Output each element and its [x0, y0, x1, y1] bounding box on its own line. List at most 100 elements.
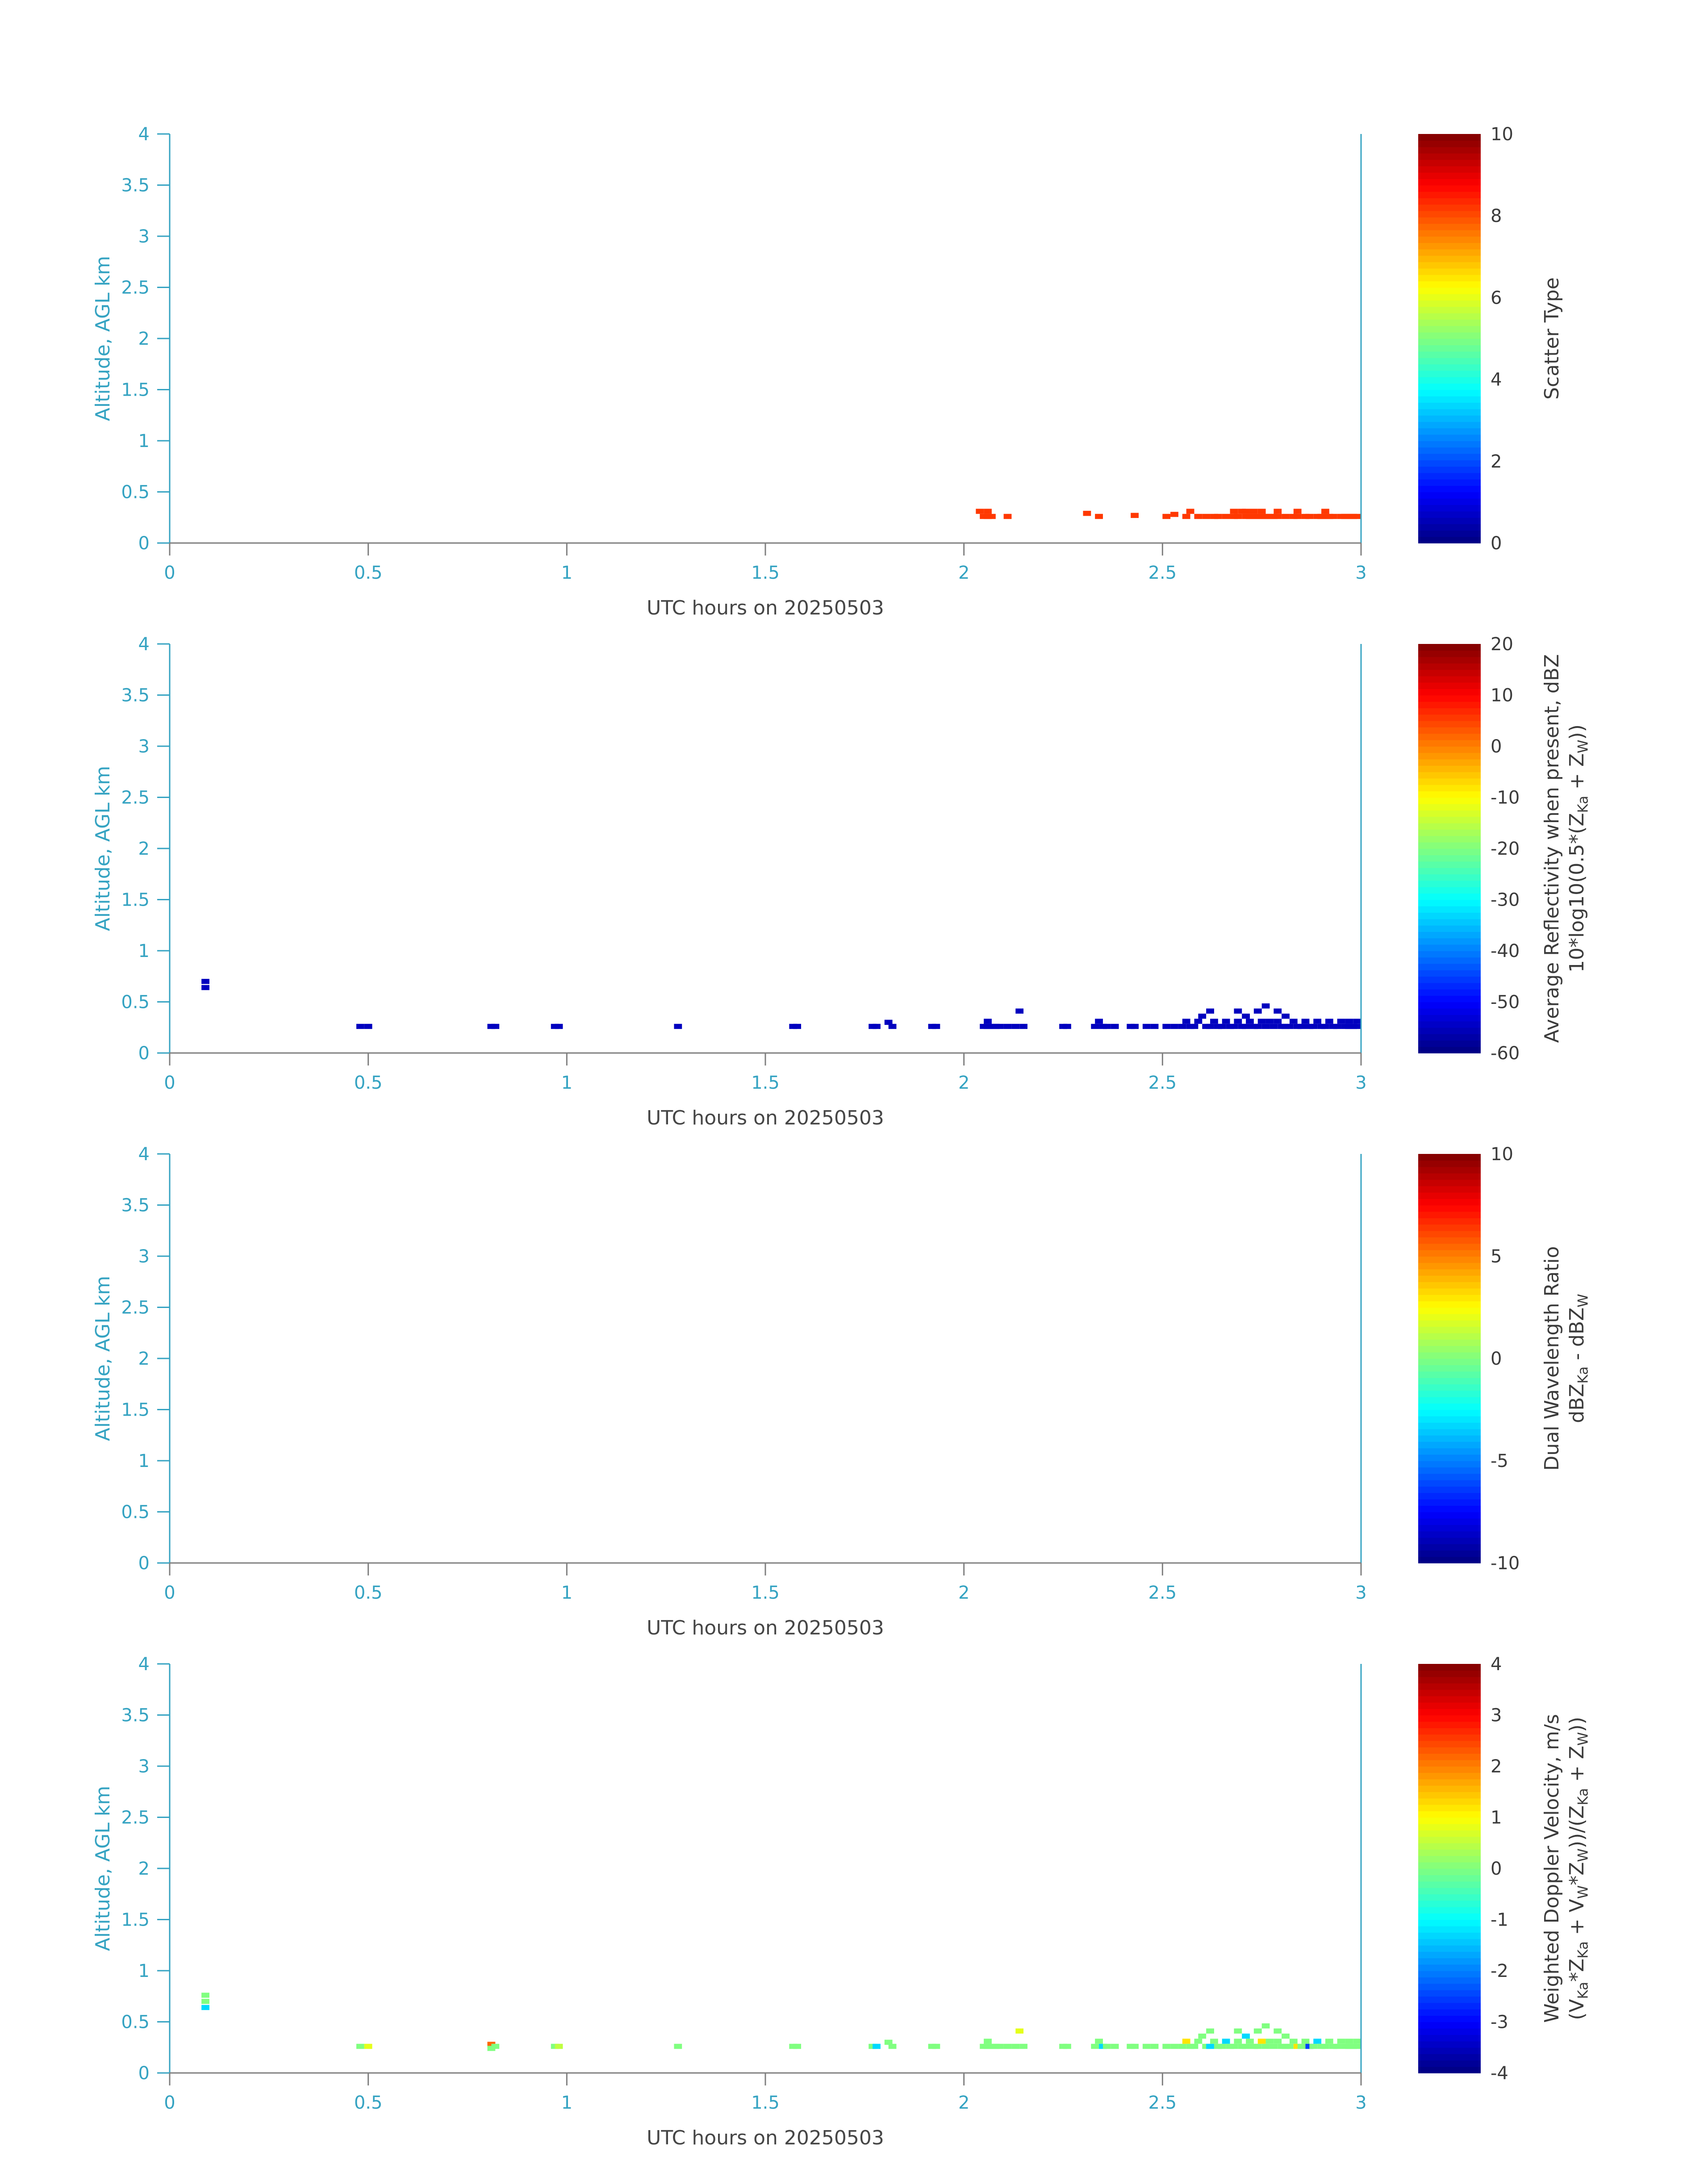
heatmap-cell	[1293, 514, 1302, 519]
colorbar-gradient-step	[1418, 2047, 1481, 2054]
colorbar-gradient-step	[1418, 1429, 1481, 1436]
colorbar-label: Weighted Doppler Velocity, m/s	[1541, 1714, 1563, 2023]
heatmap-cell	[1127, 2043, 1135, 2049]
heatmap-cell	[1293, 509, 1302, 514]
heatmap-cell	[1210, 1019, 1218, 1024]
y-tick-label: 0.5	[121, 482, 150, 503]
colorbar-gradient-step	[1418, 1951, 1481, 1959]
colorbar-gradient-step	[1418, 198, 1481, 205]
y-tick-label: 2	[138, 1349, 150, 1369]
heatmap-cell	[1293, 2043, 1302, 2049]
panel-4: 0 0.5 1 1.5 2 2.5 3 3.5 4 0 0.5 1 1.5 2 2.5 3 UTC hours …	[92, 1654, 1591, 2149]
colorbar-gradient-step	[1418, 249, 1481, 256]
heatmap-cell	[1194, 1019, 1203, 1024]
colorbar-tick-label: 10	[1491, 1144, 1513, 1165]
colorbar-gradient-step	[1418, 855, 1481, 862]
colorbar-gradient-step	[1418, 1046, 1481, 1053]
colorbar-gradient-step	[1418, 1034, 1481, 1041]
colorbar-gradient-step	[1418, 268, 1481, 275]
colorbar-gradient-step	[1418, 210, 1481, 217]
colorbar-gradient-step	[1418, 345, 1481, 352]
heatmap-cell	[1246, 2039, 1254, 2044]
colorbar-gradient-step	[1418, 867, 1481, 875]
colorbar-gradient-step	[1418, 689, 1481, 696]
heatmap-cell	[888, 2043, 897, 2049]
colorbar-gradient-step	[1418, 1467, 1481, 1474]
colorbar-gradient-step	[1418, 886, 1481, 894]
colorbar-gradient-step	[1418, 1294, 1481, 1301]
x-tick-label: 2	[958, 2093, 969, 2113]
heatmap-cell	[1095, 514, 1103, 519]
colorbar-gradient-step	[1418, 2041, 1481, 2048]
heatmap-cell	[1190, 2043, 1199, 2049]
heatmap-cell	[988, 514, 996, 519]
heatmap-cell	[1230, 2043, 1238, 2049]
colorbar-gradient-step	[1418, 656, 1481, 664]
colorbar-gradient-step	[1418, 274, 1481, 281]
heatmap-cell	[976, 509, 984, 514]
colorbar-gradient-step	[1418, 1486, 1481, 1493]
x-axis-label: UTC hours on 20250503	[647, 1107, 884, 1129]
y-tick-label: 0.5	[121, 992, 150, 1013]
heatmap-cell	[555, 1024, 563, 1029]
colorbar-gradient-step	[1418, 969, 1481, 977]
y-tick-label: 1.5	[121, 1910, 150, 1930]
heatmap-cell	[1253, 2043, 1262, 2049]
heatmap-cell	[1261, 2023, 1270, 2029]
heatmap-cell	[1313, 1019, 1322, 1024]
colorbar-gradient-step	[1418, 396, 1481, 403]
colorbar-gradient-step	[1418, 803, 1481, 811]
y-tick-label: 0.5	[121, 2012, 150, 2033]
heatmap-cell	[1274, 514, 1282, 519]
colorbar-gradient-step	[1418, 370, 1481, 377]
colorbar-gradient-step	[1418, 1166, 1481, 1174]
heatmap-cell	[1289, 2039, 1298, 2044]
heatmap-cell	[1321, 509, 1329, 514]
heatmap-cell	[1127, 1024, 1135, 1029]
colorbar-gradient-step	[1418, 932, 1481, 939]
colorbar-gradient-step	[1418, 1550, 1481, 1557]
x-tick-label: 2	[958, 1583, 969, 1603]
heatmap-cell	[1230, 1024, 1238, 1029]
panel-2: 0 0.5 1 1.5 2 2.5 3 3.5 4 0 0.5 1 1.5 2 2.5 3 UTC hours …	[92, 634, 1591, 1129]
colorbar-gradient-step	[1418, 376, 1481, 384]
heatmap-cell	[674, 2043, 682, 2049]
heatmap-cell	[1242, 2033, 1250, 2039]
heatmap-cell	[1178, 1024, 1186, 1029]
colorbar-gradient-step	[1418, 383, 1481, 390]
colorbar-gradient-step	[1418, 428, 1481, 435]
colorbar-gradient-step	[1418, 146, 1481, 154]
heatmap-cell	[1274, 1019, 1282, 1024]
colorbar-gradient-step	[1418, 1518, 1481, 1525]
colorbar-gradient-step	[1418, 1702, 1481, 1709]
colorbar-gradient-step	[1418, 153, 1481, 160]
colorbar-gradient-step	[1418, 1448, 1481, 1455]
colorbar-gradient-step	[1418, 1409, 1481, 1417]
colorbar-gradient-step	[1418, 1689, 1481, 1696]
heatmap-cell	[1270, 1024, 1278, 1029]
y-tick-label: 1.5	[121, 1400, 150, 1421]
colorbar-gradient-step	[1418, 281, 1481, 288]
heatmap-cell	[1301, 2039, 1310, 2044]
colorbar-tick-label: 4	[1491, 1654, 1502, 1675]
heatmap-cell	[1253, 1024, 1262, 1029]
heatmap-cell	[1274, 1008, 1282, 1014]
colorbar-gradient-step	[1418, 1237, 1481, 1244]
heatmap-cell	[1353, 514, 1361, 519]
colorbar-gradient-step	[1418, 1759, 1481, 1767]
y-tick-label: 0	[138, 2063, 150, 2084]
colorbar-gradient-step	[1418, 1715, 1481, 1722]
colorbar-gradient-step	[1418, 976, 1481, 983]
x-tick-label: 1.5	[751, 1073, 780, 1093]
heatmap-cell	[873, 1024, 881, 1029]
heatmap-cell	[1282, 2033, 1290, 2039]
x-tick-label: 1.5	[751, 1583, 780, 1603]
y-tick-label: 3	[138, 736, 150, 757]
x-tick-label: 3	[1355, 1583, 1366, 1603]
x-tick-label: 0.5	[354, 563, 383, 583]
colorbar-gradient-step	[1418, 1008, 1481, 1015]
heatmap-cell	[1015, 2028, 1024, 2034]
heatmap-cell	[1261, 1003, 1270, 1009]
colorbar-gradient-step	[1418, 912, 1481, 919]
x-tick-label: 0	[164, 563, 175, 583]
